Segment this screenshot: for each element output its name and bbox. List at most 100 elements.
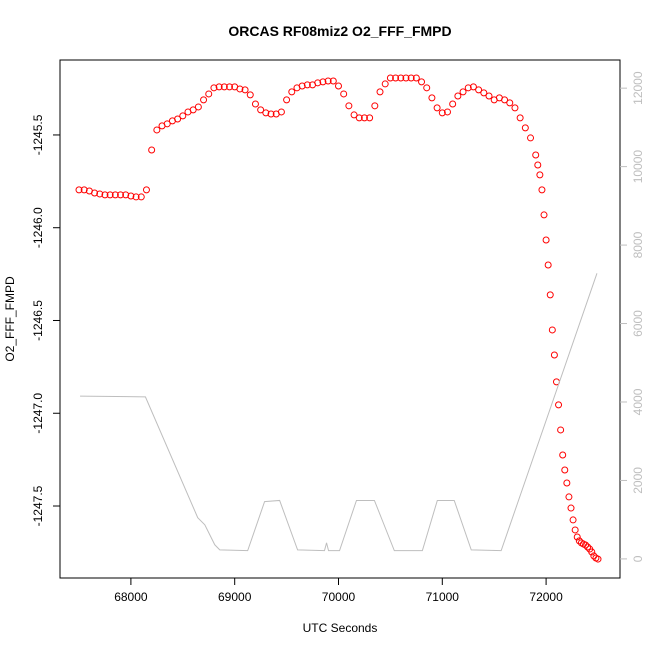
data-point [340, 90, 348, 98]
data-point [381, 80, 389, 88]
data-point [557, 426, 565, 434]
chart-title: ORCAS RF08miz2 O2_FFF_FMPD [228, 23, 451, 39]
data-point [226, 83, 234, 91]
data-point [418, 78, 426, 86]
data-point [563, 479, 571, 487]
x-tick-label: 71000 [426, 590, 460, 604]
data-point [220, 83, 228, 91]
data-point [350, 111, 358, 119]
data-point [521, 124, 529, 132]
data-point [594, 555, 602, 563]
data-point [91, 189, 99, 197]
data-point [392, 74, 400, 82]
data-point [288, 88, 296, 96]
data-point [117, 191, 125, 199]
data-point [559, 451, 567, 459]
y-tick-label: -1245.5 [31, 114, 45, 155]
data-point [303, 81, 311, 89]
data-point [127, 192, 135, 200]
data-point [360, 114, 368, 122]
data-point [324, 77, 332, 85]
data-point [283, 96, 291, 104]
data-point [428, 94, 436, 102]
data-point [550, 351, 558, 359]
data-point [565, 493, 573, 501]
x-tick-label: 70000 [322, 590, 356, 604]
data-point [567, 504, 575, 512]
data-point [485, 92, 493, 100]
data-point [251, 100, 259, 108]
data-point [407, 74, 415, 82]
data-point [561, 466, 569, 474]
data-point [532, 151, 540, 159]
y-tick-label: -1246.5 [31, 300, 45, 341]
y2-tick-label: 2000 [631, 467, 645, 494]
x-tick-label: 68000 [114, 590, 148, 604]
data-point [464, 84, 472, 92]
data-point [101, 191, 109, 199]
x-tick-label: 72000 [529, 590, 563, 604]
data-point [267, 110, 275, 118]
data-point [386, 74, 394, 82]
plot-frame [59, 59, 621, 579]
data-point [298, 82, 306, 90]
data-point [345, 102, 353, 110]
x-axis-label: UTC Seconds [303, 621, 378, 635]
data-point [142, 186, 150, 194]
data-point [540, 211, 548, 219]
data-line [80, 273, 598, 552]
data-point [397, 74, 405, 82]
data-point [371, 102, 379, 110]
y-tick-label: -1247.5 [31, 485, 45, 526]
data-point [548, 326, 556, 334]
y2-tick-label: 0 [631, 555, 645, 562]
data-point [571, 526, 579, 534]
data-point [376, 88, 384, 96]
data-point [546, 291, 554, 299]
data-point [443, 108, 451, 116]
data-point [137, 193, 145, 201]
data-point [179, 112, 187, 120]
data-point [205, 90, 213, 98]
data-point [412, 74, 420, 82]
data-point [433, 104, 441, 112]
data-point [215, 83, 223, 91]
data-point [80, 186, 88, 194]
y2-tick-label: 4000 [631, 388, 645, 415]
y2-tick-label: 8000 [631, 231, 645, 258]
data-point [355, 114, 363, 122]
y-tick-label: -1246.0 [31, 207, 45, 248]
data-point [262, 109, 270, 117]
data-point [111, 191, 119, 199]
data-point [174, 115, 182, 123]
data-point [527, 134, 535, 142]
data-point [194, 103, 202, 111]
data-point [459, 88, 467, 96]
data-point [449, 100, 457, 108]
y-axis-label: O2_FFF_FMPD [3, 276, 17, 362]
y2-tick-label: 12000 [631, 71, 645, 105]
data-point [246, 91, 254, 99]
data-point [241, 86, 249, 94]
data-point [236, 85, 244, 93]
data-point [329, 77, 337, 85]
data-point [132, 193, 140, 201]
data-point [573, 533, 581, 541]
data-point [366, 114, 374, 122]
data-point [314, 79, 322, 87]
data-point [588, 548, 596, 556]
data-point [75, 186, 83, 194]
data-point [480, 89, 488, 97]
data-point [506, 99, 514, 107]
data-point [96, 190, 104, 198]
data-point [189, 106, 197, 114]
data-point [569, 516, 577, 524]
data-point [334, 82, 342, 90]
data-point [122, 191, 130, 199]
data-point [544, 261, 552, 269]
data-point [542, 236, 550, 244]
data-point [536, 171, 544, 179]
data-point [469, 83, 477, 91]
data-point [584, 543, 592, 551]
